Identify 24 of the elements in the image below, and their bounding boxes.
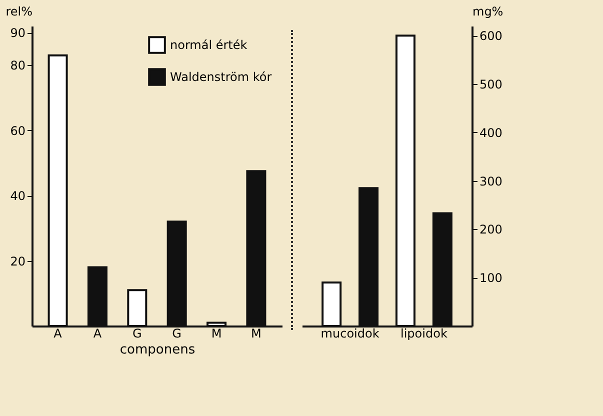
x-tick-label: A (54, 326, 63, 340)
x-tick-label: mucoidok (320, 326, 380, 340)
y2-tick-label: 600 (480, 29, 502, 44)
x-tick-label: G (172, 326, 182, 340)
y-tick-label: 80 (10, 58, 26, 73)
x-axis-title: componens (120, 342, 196, 358)
x-tick-label: M (251, 326, 262, 340)
x-tick-label: M (211, 326, 222, 340)
y2-tick-label: 400 (480, 126, 502, 140)
legend-label: Waldenström kór (170, 70, 272, 84)
y2-tick-label: 200 (480, 222, 502, 237)
y-tick-label: 40 (10, 189, 26, 204)
y-tick-label: 60 (10, 124, 26, 138)
x-tick-label: lipoidok (400, 326, 448, 340)
x-tick-label: G (132, 326, 142, 340)
y2-axis-title: mg% (472, 4, 504, 18)
y-axis-title: rel% (6, 4, 32, 18)
y2-tick-label: 100 (480, 271, 502, 286)
legend-label: normál érték (170, 38, 248, 52)
y2-tick-label: 300 (480, 174, 502, 188)
x-tick-label: A (93, 326, 102, 340)
y-tick-label: 90 (10, 26, 26, 40)
y2-tick-label: 500 (480, 78, 502, 92)
y-tick-label: 20 (10, 254, 26, 268)
